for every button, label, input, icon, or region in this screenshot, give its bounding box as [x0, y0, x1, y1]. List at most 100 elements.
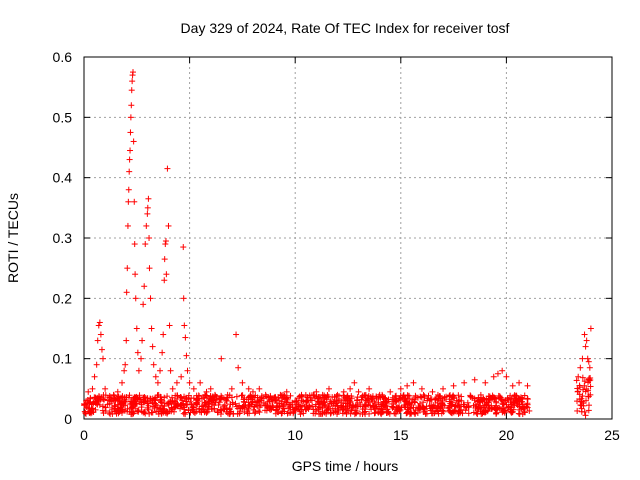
- data-point: [106, 394, 113, 401]
- data-point: [473, 403, 480, 410]
- data-point: [412, 410, 419, 417]
- data-point: [494, 370, 501, 377]
- data-point: [102, 385, 109, 392]
- data-point: [303, 406, 310, 413]
- data-point: [396, 408, 403, 415]
- data-point: [349, 404, 356, 411]
- data-point: [506, 394, 513, 401]
- data-point: [224, 391, 231, 398]
- data-point: [304, 394, 311, 401]
- data-point: [96, 319, 103, 326]
- data-point: [315, 398, 322, 405]
- data-point: [576, 384, 583, 391]
- data-point: [131, 198, 138, 205]
- data-point: [372, 401, 379, 408]
- data-point: [362, 397, 369, 404]
- data-point: [230, 410, 237, 417]
- x-axis-label: GPS time / hours: [292, 458, 399, 474]
- data-point: [158, 399, 165, 406]
- data-point: [161, 277, 168, 284]
- data-point: [384, 409, 391, 416]
- data-point: [391, 410, 398, 417]
- data-point: [383, 399, 390, 406]
- data-point: [278, 410, 285, 417]
- data-point: [87, 394, 94, 401]
- data-point: [180, 295, 187, 302]
- data-point: [516, 403, 523, 410]
- data-point: [81, 408, 88, 415]
- data-point: [233, 393, 240, 400]
- data-point: [109, 410, 116, 417]
- data-point: [135, 367, 142, 374]
- data-point: [218, 392, 225, 399]
- data-point: [229, 399, 236, 406]
- data-point: [586, 364, 593, 371]
- data-point: [420, 391, 427, 398]
- data-point: [111, 392, 118, 399]
- data-point: [312, 401, 319, 408]
- data-point: [150, 361, 157, 368]
- data-point: [119, 408, 126, 415]
- data-point: [377, 409, 384, 416]
- data-point: [315, 406, 322, 413]
- data-point: [215, 396, 222, 403]
- data-point: [178, 373, 185, 380]
- data-point: [113, 408, 120, 415]
- data-point: [283, 395, 290, 402]
- data-point: [524, 404, 531, 411]
- y-tick-label: 0.4: [53, 170, 73, 186]
- y-tick-label: 0.2: [53, 290, 73, 306]
- data-point: [169, 406, 176, 413]
- data-point: [201, 399, 208, 406]
- plot-frame: [83, 56, 613, 420]
- data-point: [492, 395, 499, 402]
- data-point: [366, 410, 373, 417]
- data-point: [138, 355, 145, 362]
- data-point: [519, 396, 526, 403]
- data-point: [89, 385, 96, 392]
- data-point: [454, 402, 461, 409]
- data-point: [134, 349, 141, 356]
- data-point: [143, 222, 150, 229]
- y-tick-label: 0.3: [53, 230, 73, 246]
- data-point: [252, 399, 259, 406]
- data-point: [334, 391, 341, 398]
- data-point: [164, 393, 171, 400]
- data-point: [516, 379, 523, 386]
- data-point: [137, 396, 144, 403]
- data-point: [334, 411, 341, 418]
- data-point: [450, 382, 457, 389]
- data-point: [179, 397, 186, 404]
- data-point: [287, 403, 294, 410]
- data-point: [164, 408, 171, 415]
- data-point: [184, 367, 191, 374]
- data-point: [256, 395, 263, 402]
- x-tick-label: 0: [80, 427, 88, 443]
- data-point: [279, 403, 286, 410]
- data-point: [133, 325, 140, 332]
- data-point: [129, 69, 136, 76]
- data-point: [583, 397, 590, 404]
- data-point: [329, 405, 336, 412]
- data-point: [300, 398, 307, 405]
- data-point: [371, 398, 378, 405]
- data-point: [287, 392, 294, 399]
- data-point: [121, 367, 128, 374]
- data-point: [123, 337, 130, 344]
- data-point: [485, 399, 492, 406]
- data-point: [211, 406, 218, 413]
- x-tick-label: 15: [393, 427, 409, 443]
- data-point: [283, 388, 290, 395]
- data-point: [328, 409, 335, 416]
- data-point: [182, 334, 189, 341]
- data-point: [519, 401, 526, 408]
- data-point: [266, 405, 273, 412]
- data-point: [171, 398, 178, 405]
- data-point: [304, 394, 311, 401]
- data-point: [503, 373, 510, 380]
- data-point: [145, 406, 152, 413]
- data-point: [488, 404, 495, 411]
- data-point: [521, 392, 528, 399]
- data-point: [188, 401, 195, 408]
